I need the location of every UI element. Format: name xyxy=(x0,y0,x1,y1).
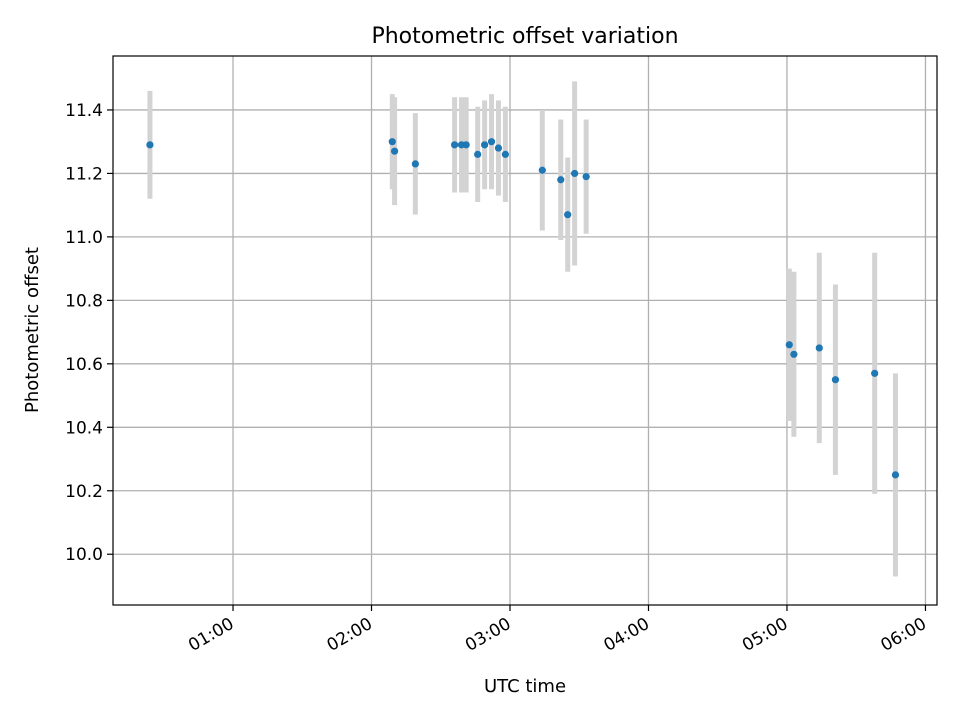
y-tick-label: 11.0 xyxy=(65,228,103,248)
y-tick-label: 10.4 xyxy=(65,418,103,438)
data-point xyxy=(481,141,489,149)
y-tick-label: 11.2 xyxy=(65,164,103,184)
data-point xyxy=(831,376,840,384)
data-point xyxy=(388,138,396,146)
y-tick-label: 10.8 xyxy=(65,291,103,311)
y-tick-label: 10.6 xyxy=(65,355,103,375)
data-point xyxy=(790,350,798,358)
data-point xyxy=(411,160,419,168)
data-point xyxy=(815,344,823,352)
y-tick-label: 10.2 xyxy=(65,482,103,502)
plot-frame xyxy=(112,55,938,606)
y-axis-label: Photometric offset xyxy=(22,247,43,413)
data-point xyxy=(785,341,793,349)
data-point xyxy=(571,169,579,178)
data-point xyxy=(501,150,509,158)
x-axis-label: UTC time xyxy=(484,676,566,697)
data-point xyxy=(146,141,154,149)
data-point xyxy=(462,141,470,149)
data-point xyxy=(538,166,546,174)
data-point xyxy=(474,150,482,158)
data-point xyxy=(451,141,459,149)
data-point xyxy=(487,138,496,146)
y-tick-label: 11.4 xyxy=(65,101,103,121)
data-point xyxy=(494,144,503,152)
data-point xyxy=(871,369,879,377)
chart-title: Photometric offset variation xyxy=(371,24,678,49)
y-tick-label: 10.0 xyxy=(65,545,103,565)
data-point xyxy=(582,172,590,181)
point-layer xyxy=(146,138,900,479)
data-point xyxy=(891,471,900,479)
grid-layer xyxy=(113,56,937,605)
data-point xyxy=(557,176,565,184)
data-point xyxy=(564,211,572,219)
data-point xyxy=(390,147,399,155)
